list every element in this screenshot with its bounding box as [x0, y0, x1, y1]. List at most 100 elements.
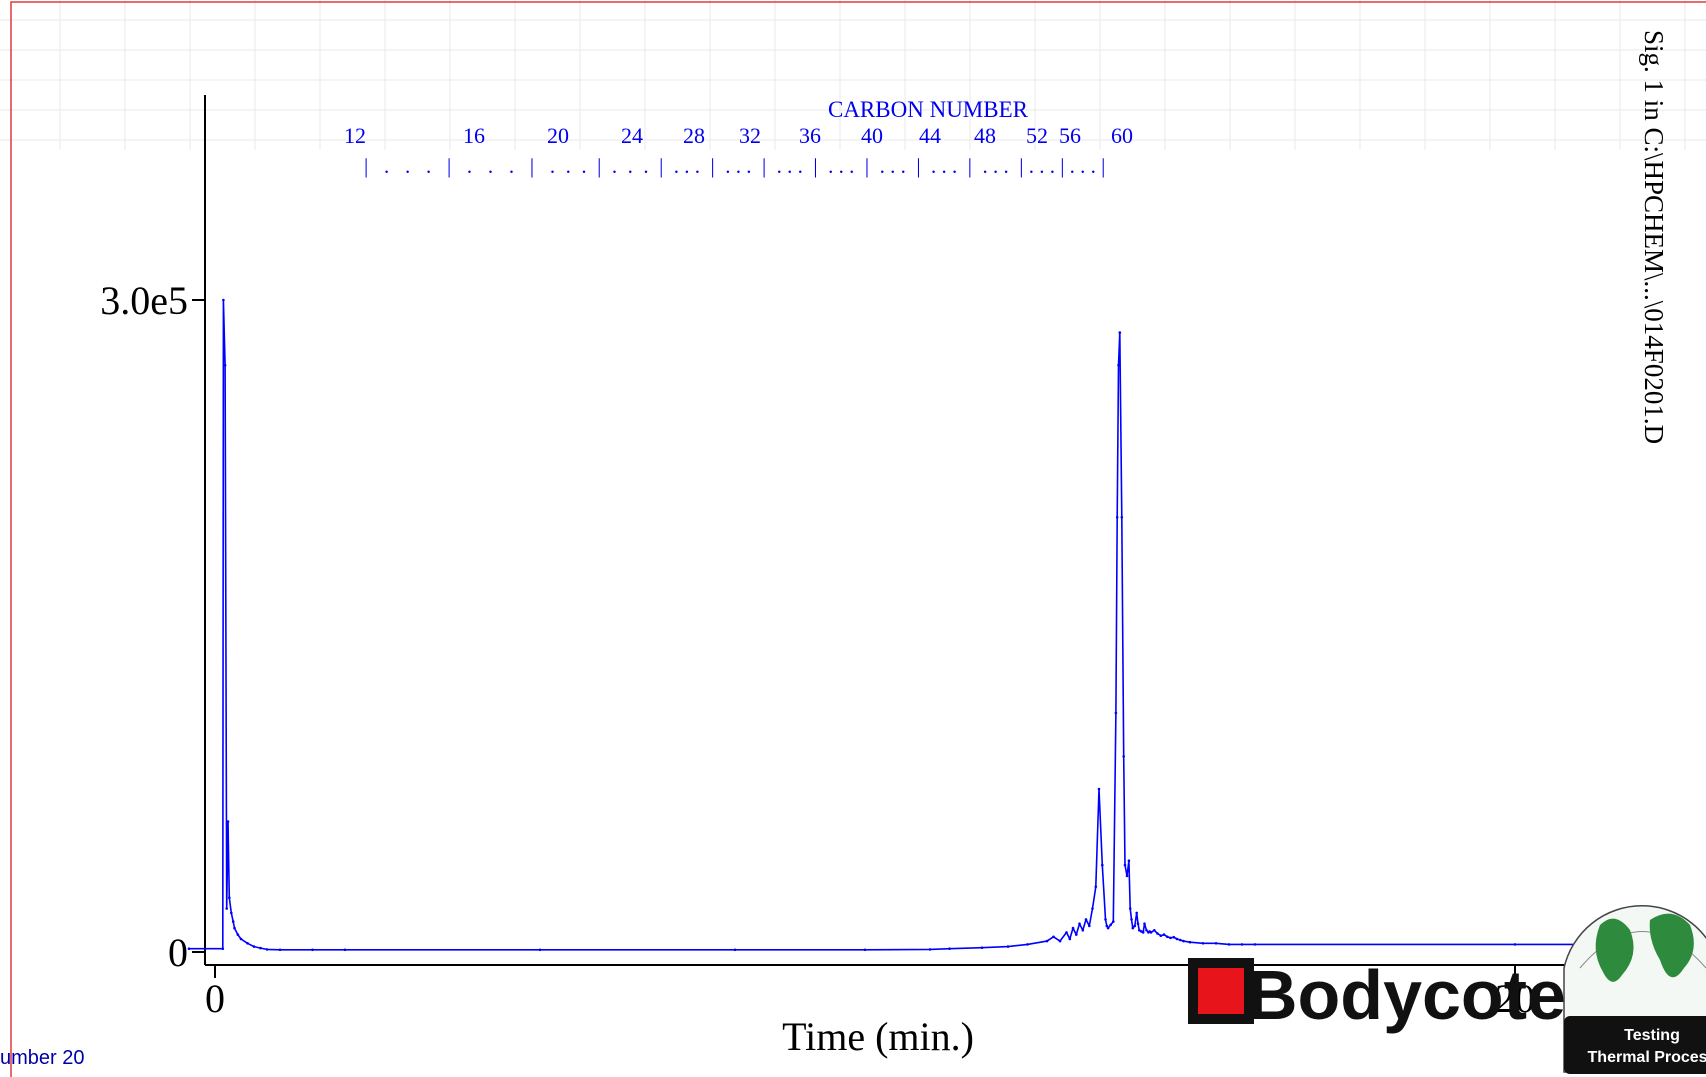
series-point	[1084, 918, 1088, 921]
carbon-number-label: 60	[1111, 123, 1133, 148]
background-grid	[0, 0, 1706, 150]
series-point	[343, 948, 347, 952]
series-point	[1081, 929, 1085, 932]
series-point	[980, 946, 984, 949]
series-point	[221, 947, 225, 950]
series-point	[1141, 931, 1145, 934]
series-point	[236, 933, 240, 936]
series-point	[1156, 932, 1159, 935]
series-point	[1101, 863, 1104, 867]
series-point	[311, 948, 314, 952]
globe-emblem: Testing Thermal Process	[1563, 905, 1706, 1074]
logo-brand-text: Bodycote	[1247, 956, 1566, 1034]
series-point	[1179, 938, 1182, 942]
series-point	[1128, 907, 1132, 910]
series-point	[1122, 755, 1125, 758]
series-point	[231, 920, 235, 923]
carbon-number-label: 28	[683, 123, 705, 148]
series-point	[187, 947, 191, 950]
globe-land-americas	[1595, 918, 1634, 982]
series-point	[1135, 911, 1138, 915]
series-point	[1078, 922, 1081, 925]
series-point	[1172, 935, 1176, 939]
series-point	[1214, 942, 1218, 945]
series-point	[223, 363, 227, 367]
series-point	[1112, 920, 1115, 923]
x-axis-title: Time (min.)	[782, 1014, 974, 1059]
x-tick-label: 20	[1495, 976, 1535, 1021]
series-point	[1131, 926, 1135, 930]
carbon-number-label: 48	[974, 123, 996, 148]
series-point	[222, 298, 225, 302]
series-point	[1120, 516, 1124, 519]
series-point	[1105, 924, 1109, 928]
series-point	[1065, 931, 1068, 934]
series-point	[1159, 934, 1163, 937]
bodycote-logo: Bodycote	[1188, 956, 1566, 1034]
series-point	[1117, 363, 1120, 367]
carbon-number-label: 44	[919, 123, 941, 148]
series-point	[1118, 331, 1122, 334]
series-point	[1109, 923, 1112, 927]
series-point	[1169, 936, 1172, 940]
series-point	[1071, 926, 1075, 930]
series-point	[1026, 943, 1029, 946]
series-point	[1143, 922, 1146, 925]
series-point	[228, 896, 231, 899]
emblem-banner	[1564, 1016, 1706, 1074]
series-point	[1097, 787, 1101, 791]
series-point	[1153, 929, 1156, 932]
y-tick-label: 3.0e5	[100, 278, 188, 323]
carbon-number-label: 52	[1026, 123, 1048, 148]
globe-land-africa	[1649, 913, 1694, 978]
series-point	[1513, 943, 1517, 946]
carbon-number-label: 40	[861, 123, 883, 148]
series-point	[1075, 933, 1078, 936]
y-tick-label: 0	[168, 930, 188, 975]
series-point	[265, 948, 269, 951]
carbon-number-label: 24	[621, 123, 643, 148]
series-point	[230, 911, 233, 915]
series-point	[1227, 943, 1231, 946]
series-point	[1104, 918, 1107, 921]
series-point	[1006, 945, 1010, 948]
series-point	[252, 945, 256, 948]
series-point	[1253, 943, 1257, 946]
series-point	[1125, 874, 1129, 878]
carbon-number-labels: 12 16 20 24 28 32 36 40 44 48 52 56 60	[344, 123, 1133, 148]
series-point	[1106, 926, 1110, 930]
series-point	[1138, 929, 1141, 932]
series-point	[1240, 943, 1244, 946]
carbon-number-label: 56	[1059, 123, 1081, 148]
footer-left-text: umber 20	[0, 1047, 85, 1069]
logo-red-square	[1198, 968, 1244, 1014]
series-point	[1123, 863, 1127, 867]
series-point	[1136, 922, 1140, 925]
series-point	[948, 947, 951, 950]
series-point	[1045, 939, 1049, 943]
series-point	[1149, 931, 1153, 934]
series-point	[278, 948, 282, 952]
series-point	[1145, 929, 1148, 932]
series-point	[239, 937, 243, 941]
series-point	[1114, 711, 1118, 715]
series-point	[1201, 942, 1205, 945]
carbon-number-label: 32	[739, 123, 761, 148]
series-point	[1052, 935, 1055, 939]
series-point	[259, 946, 262, 950]
series-point	[246, 942, 249, 945]
carbon-number-tick-marks: | . . . | . . . | . . . | . . . | . . . …	[364, 154, 1105, 178]
series-point	[928, 948, 932, 951]
series-point	[1058, 939, 1062, 943]
series-point	[1182, 939, 1185, 943]
series-point	[1133, 924, 1137, 928]
series-point	[1130, 918, 1133, 921]
series-point	[538, 948, 542, 952]
series-point	[1175, 937, 1179, 941]
carbon-number-label: 12	[344, 123, 366, 148]
carbon-number-label: 16	[463, 123, 485, 148]
series-point	[233, 926, 236, 930]
series-point	[1166, 935, 1169, 939]
